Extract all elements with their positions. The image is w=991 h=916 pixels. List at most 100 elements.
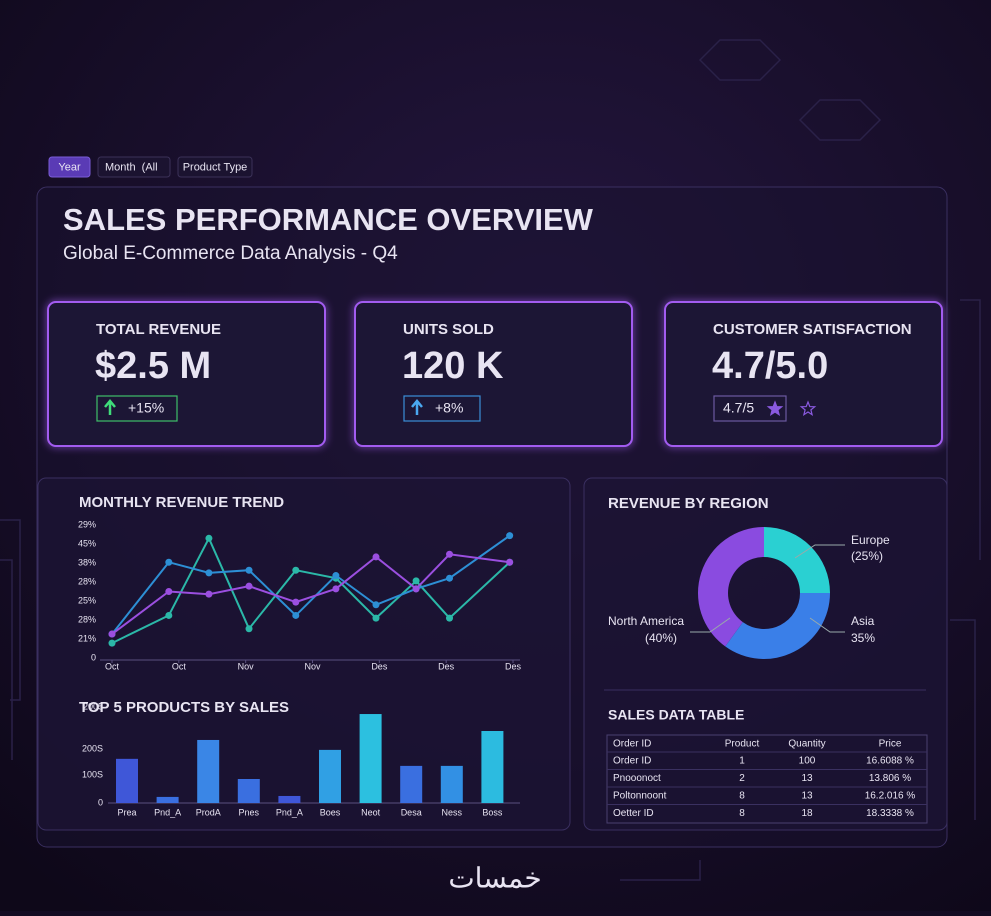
x-tick-label: Prea bbox=[117, 807, 136, 817]
point bbox=[506, 532, 514, 540]
subtitle: Global E-Commerce Data Analysis - Q4 bbox=[63, 243, 398, 264]
table-cell: 13.806 % bbox=[869, 773, 911, 784]
y-tick-label: 28% bbox=[78, 614, 96, 624]
point bbox=[412, 577, 420, 585]
kpi-card bbox=[47, 301, 326, 447]
watermark: خمسات bbox=[448, 862, 541, 893]
x-tick-label: Boss bbox=[482, 807, 503, 817]
x-tick-label: Pnd_A bbox=[276, 807, 303, 817]
table-cell: 18.3338 % bbox=[866, 808, 914, 819]
y-tick-label: 21% bbox=[78, 633, 96, 643]
chart-title: MONTHLY REVENUE TREND bbox=[79, 494, 284, 511]
leader-line bbox=[690, 617, 731, 633]
table-cell: 8 bbox=[739, 808, 745, 819]
bar bbox=[319, 749, 341, 803]
donut-slice bbox=[725, 593, 830, 659]
point bbox=[245, 566, 253, 574]
y-tick-label: 25% bbox=[78, 595, 96, 605]
filter-label[interactable]: Product Type bbox=[183, 161, 248, 173]
point bbox=[108, 630, 116, 638]
kpi-card bbox=[354, 301, 633, 447]
point bbox=[245, 582, 253, 590]
table-cell: Pnooonoct bbox=[613, 773, 661, 784]
filter-pill[interactable] bbox=[177, 156, 253, 178]
table-cell: 16.6088 % bbox=[866, 756, 914, 767]
slice-label: Europe bbox=[851, 533, 890, 547]
star-icon bbox=[766, 400, 784, 417]
line bbox=[111, 553, 510, 635]
kpi-rating: 4.7/5 bbox=[723, 400, 754, 416]
point bbox=[108, 639, 116, 647]
y-tick-label: 2005 bbox=[83, 701, 103, 711]
kpi-label: UNITS SOLD bbox=[403, 321, 494, 338]
filter-pill[interactable] bbox=[48, 156, 91, 178]
kpi-change: +15% bbox=[128, 400, 164, 416]
slice-label: North America bbox=[608, 614, 684, 628]
point bbox=[165, 611, 173, 619]
chart-title: TOP 5 PRODUCTS BY SALES bbox=[79, 699, 289, 716]
y-tick-label: 100S bbox=[82, 769, 103, 779]
leader-line bbox=[794, 544, 845, 559]
kpi-badge bbox=[713, 395, 787, 422]
point bbox=[292, 611, 300, 619]
kpi-label: TOTAL REVENUE bbox=[96, 321, 221, 338]
kpi-value: $2.5 M bbox=[95, 345, 211, 387]
point bbox=[205, 534, 213, 542]
kpi-value: 120 K bbox=[402, 345, 504, 387]
table-cell: Poltonnoont bbox=[613, 791, 667, 802]
x-tick-label: ProdA bbox=[196, 807, 221, 817]
point bbox=[205, 590, 213, 598]
bar bbox=[481, 731, 504, 803]
chart-title: REVENUE BY REGION bbox=[608, 495, 769, 512]
point bbox=[412, 585, 420, 593]
kpi-badge bbox=[403, 395, 481, 422]
donut-slice bbox=[697, 527, 764, 647]
table-cell: 16.2.016 % bbox=[865, 791, 916, 802]
y-tick-label: 200S bbox=[82, 743, 103, 753]
bar bbox=[278, 795, 301, 803]
point bbox=[332, 585, 340, 593]
donut-slice bbox=[764, 527, 830, 593]
table-header: Order ID bbox=[613, 739, 651, 750]
y-tick-label: 0 bbox=[91, 652, 96, 662]
star-icon bbox=[799, 400, 817, 417]
arrow-icon bbox=[411, 399, 423, 415]
kpi-label: CUSTOMER SATISFACTION bbox=[713, 321, 912, 338]
x-tick-label: Des bbox=[505, 661, 522, 671]
table-cell: Oetter ID bbox=[613, 808, 654, 819]
table-cell: 1 bbox=[739, 756, 745, 767]
point bbox=[372, 614, 380, 622]
y-tick-label: 38% bbox=[78, 557, 96, 567]
table-cell: 2 bbox=[739, 773, 745, 784]
x-tick-label: Pnd_A bbox=[154, 807, 181, 817]
table-cell: 8 bbox=[739, 791, 745, 802]
bar bbox=[156, 796, 179, 803]
table-cell: Order ID bbox=[613, 756, 651, 767]
kpi-value: 4.7/5.0 bbox=[712, 345, 828, 387]
table-header: Product bbox=[725, 739, 760, 750]
y-tick-label: 45% bbox=[78, 538, 96, 548]
point bbox=[292, 598, 300, 606]
bar bbox=[116, 758, 138, 803]
point bbox=[205, 569, 213, 577]
point bbox=[245, 625, 253, 633]
table-cell: 13 bbox=[801, 791, 813, 802]
y-tick-label: 0 bbox=[98, 797, 103, 807]
x-tick-label: Des bbox=[438, 661, 455, 671]
point bbox=[446, 550, 454, 558]
leader-line bbox=[809, 617, 845, 633]
x-tick-label: Des bbox=[371, 661, 388, 671]
filter-label[interactable]: Month (All bbox=[105, 161, 158, 173]
table-cell: 100 bbox=[799, 756, 816, 767]
point bbox=[332, 572, 340, 580]
point bbox=[506, 558, 514, 566]
filter-label[interactable]: Year bbox=[58, 161, 81, 173]
bar bbox=[237, 779, 260, 803]
filter-pill[interactable] bbox=[97, 156, 171, 178]
table-title: SALES DATA TABLE bbox=[608, 707, 744, 723]
title: SALES PERFORMANCE OVERVIEW bbox=[63, 202, 594, 237]
bar bbox=[440, 765, 463, 803]
x-tick-label: Ness bbox=[442, 807, 463, 817]
